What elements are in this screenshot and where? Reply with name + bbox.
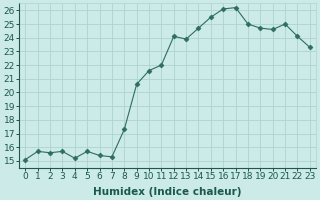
X-axis label: Humidex (Indice chaleur): Humidex (Indice chaleur): [93, 187, 242, 197]
